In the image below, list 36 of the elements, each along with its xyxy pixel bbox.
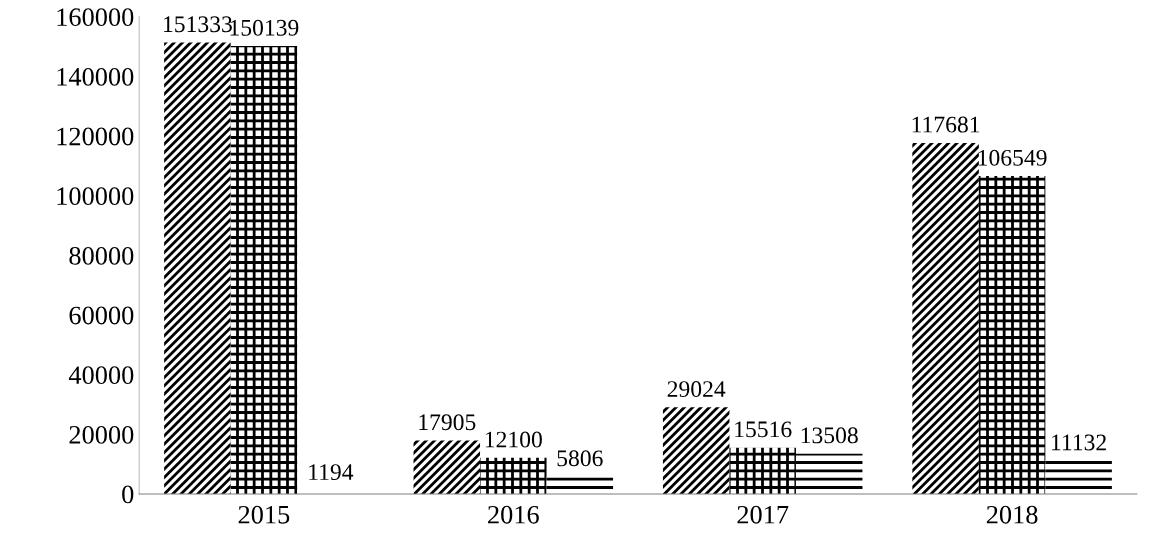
data-label: 106549 [978,149,1047,166]
bar [662,407,730,494]
y-tick-label: 160000 [57,8,134,27]
x-tick-label: 2015 [238,505,290,524]
x-tick-label: 2016 [488,505,539,524]
data-label: 151333 [164,16,232,33]
bar [912,142,979,494]
y-tick-label: 140000 [57,67,134,86]
y-tick-label: 20000 [69,425,134,444]
data-label: 1194 [309,464,354,481]
data-label: 11132 [1052,434,1106,451]
bar [546,476,614,494]
y-tick-label: 100000 [57,187,134,206]
data-label: 12100 [485,431,542,448]
bar [978,176,1046,494]
data-label: 29024 [667,381,726,398]
bar [1045,460,1112,494]
bar [164,42,231,494]
data-label: 13508 [801,427,858,444]
y-tick-label: 120000 [57,127,134,146]
data-label: 15516 [735,421,792,438]
bar [795,453,863,494]
bar [729,447,796,494]
bar [480,457,547,494]
data-label: 17905 [419,414,476,431]
y-tick-label: 60000 [69,306,134,325]
data-label: 150139 [230,19,299,36]
y-tick-label: 40000 [68,366,134,385]
bar [230,46,298,494]
x-tick-label: 2017 [737,505,789,524]
bar [413,440,481,494]
data-label: 117681 [912,116,980,133]
y-tick-label: 80000 [69,246,134,265]
y-tick-label: 0 [122,485,134,504]
x-tick-label: 2018 [986,505,1038,524]
data-label: 5806 [557,450,603,467]
